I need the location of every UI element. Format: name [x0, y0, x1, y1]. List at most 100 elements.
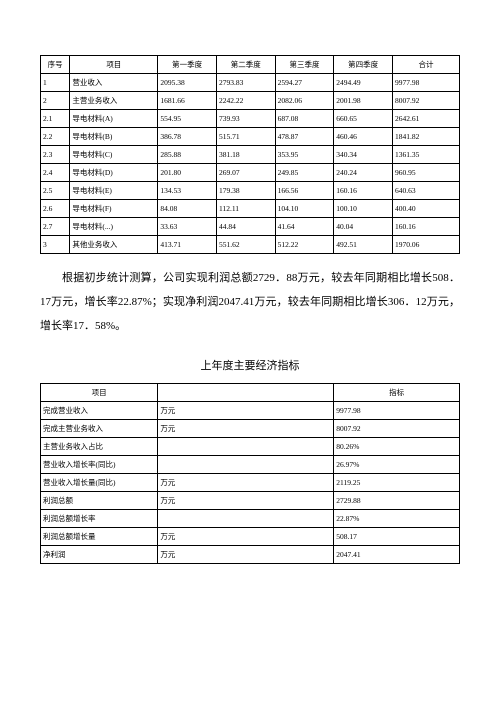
cell: 万元	[158, 419, 334, 437]
cell: 2047.41	[334, 545, 460, 563]
cell: 26.97%	[334, 455, 460, 473]
cell: 万元	[158, 491, 334, 509]
cell: 554.95	[158, 110, 217, 128]
cell: 主营业务收入	[70, 92, 158, 110]
table-row: 营业收入增长率(同比) 26.97%	[41, 455, 460, 473]
cell: 166.56	[275, 182, 334, 200]
col-header	[158, 383, 334, 401]
table-row: 2.4 导电材料(D) 201.80 269.07 249.85 240.24 …	[41, 164, 460, 182]
cell: 导电材料(A)	[70, 110, 158, 128]
cell: 40.04	[334, 218, 393, 236]
table-row: 营业收入增长量(同比) 万元 2119.25	[41, 473, 460, 491]
quarterly-financial-table: 序号 项目 第一季度 第二季度 第三季度 第四季度 合计 1 营业收入 2095…	[40, 55, 460, 254]
cell: 利润总额增长率	[41, 509, 158, 527]
cell: 2242.22	[216, 92, 275, 110]
table-row: 完成营业收入 万元 9977.98	[41, 401, 460, 419]
col-header: 合计	[392, 56, 459, 74]
cell: 9977.98	[334, 401, 460, 419]
cell: 739.93	[216, 110, 275, 128]
cell: 9977.98	[392, 74, 459, 92]
table-header-row: 序号 项目 第一季度 第二季度 第三季度 第四季度 合计	[41, 56, 460, 74]
cell: 2119.25	[334, 473, 460, 491]
cell: 导电材料(E)	[70, 182, 158, 200]
cell: 万元	[158, 545, 334, 563]
cell: 2.3	[41, 146, 70, 164]
table-row: 净利润 万元 2047.41	[41, 545, 460, 563]
cell: 2	[41, 92, 70, 110]
cell: 2729.88	[334, 491, 460, 509]
cell: 201.80	[158, 164, 217, 182]
col-header: 第二季度	[216, 56, 275, 74]
cell: 551.62	[216, 236, 275, 254]
cell: 营业收入增长率(同比)	[41, 455, 158, 473]
table-row: 2 主营业务收入 1681.66 2242.22 2082.06 2001.98…	[41, 92, 460, 110]
cell: 导电材料(F)	[70, 200, 158, 218]
cell: 160.16	[334, 182, 393, 200]
cell: 960.95	[392, 164, 459, 182]
cell: 160.16	[392, 218, 459, 236]
table-row: 利润总额增长量 万元 508.17	[41, 527, 460, 545]
summary-paragraph: 根据初步统计测算，公司实现利润总额2729．88万元，较去年同期相比增长508．…	[40, 266, 460, 339]
cell: 导电材料(C)	[70, 146, 158, 164]
cell: 利润总额	[41, 491, 158, 509]
table-row: 2.5 导电材料(E) 134.53 179.38 166.56 160.16 …	[41, 182, 460, 200]
cell: 2.5	[41, 182, 70, 200]
cell: 2594.27	[275, 74, 334, 92]
cell: 413.71	[158, 236, 217, 254]
cell: 2082.06	[275, 92, 334, 110]
cell: 导电材料(B)	[70, 128, 158, 146]
cell: 营业收入增长量(同比)	[41, 473, 158, 491]
cell: 492.51	[334, 236, 393, 254]
cell: 112.11	[216, 200, 275, 218]
cell: 400.40	[392, 200, 459, 218]
cell: 44.84	[216, 218, 275, 236]
cell: 2.6	[41, 200, 70, 218]
cell: 240.24	[334, 164, 393, 182]
cell: 84.08	[158, 200, 217, 218]
cell: 340.34	[334, 146, 393, 164]
col-header: 序号	[41, 56, 70, 74]
cell: 净利润	[41, 545, 158, 563]
cell: 1970.06	[392, 236, 459, 254]
table-row: 2.6 导电材料(F) 84.08 112.11 104.10 100.10 4…	[41, 200, 460, 218]
cell: 2095.38	[158, 74, 217, 92]
cell: 8007.92	[334, 419, 460, 437]
table-row: 2.7 导电材料(...) 33.63 44.84 41.64 40.04 16…	[41, 218, 460, 236]
col-header: 指标	[334, 383, 460, 401]
cell: 2.1	[41, 110, 70, 128]
cell: 100.10	[334, 200, 393, 218]
cell: 134.53	[158, 182, 217, 200]
cell	[158, 509, 334, 527]
cell: 营业收入	[70, 74, 158, 92]
cell	[158, 437, 334, 455]
cell: 导电材料(...)	[70, 218, 158, 236]
cell: 3	[41, 236, 70, 254]
cell: 478.87	[275, 128, 334, 146]
cell: 8007.92	[392, 92, 459, 110]
cell	[158, 455, 334, 473]
cell: 249.85	[275, 164, 334, 182]
table-row: 利润总额增长率 22.87%	[41, 509, 460, 527]
cell: 353.95	[275, 146, 334, 164]
cell: 2642.61	[392, 110, 459, 128]
table-row: 3 其他业务收入 413.71 551.62 512.22 492.51 197…	[41, 236, 460, 254]
cell: 41.64	[275, 218, 334, 236]
col-header: 项目	[70, 56, 158, 74]
cell: 269.07	[216, 164, 275, 182]
col-header: 第一季度	[158, 56, 217, 74]
cell: 687.08	[275, 110, 334, 128]
cell: 512.22	[275, 236, 334, 254]
cell: 179.38	[216, 182, 275, 200]
cell: 1841.82	[392, 128, 459, 146]
cell: 2494.49	[334, 74, 393, 92]
cell: 完成主营业务收入	[41, 419, 158, 437]
cell: 508.17	[334, 527, 460, 545]
cell: 2.4	[41, 164, 70, 182]
cell: 1681.66	[158, 92, 217, 110]
section-title: 上年度主要经济指标	[40, 357, 460, 373]
cell: 利润总额增长量	[41, 527, 158, 545]
cell: 460.46	[334, 128, 393, 146]
table-row: 2.1 导电材料(A) 554.95 739.93 687.08 660.65 …	[41, 110, 460, 128]
cell: 主营业务收入占比	[41, 437, 158, 455]
cell: 381.18	[216, 146, 275, 164]
